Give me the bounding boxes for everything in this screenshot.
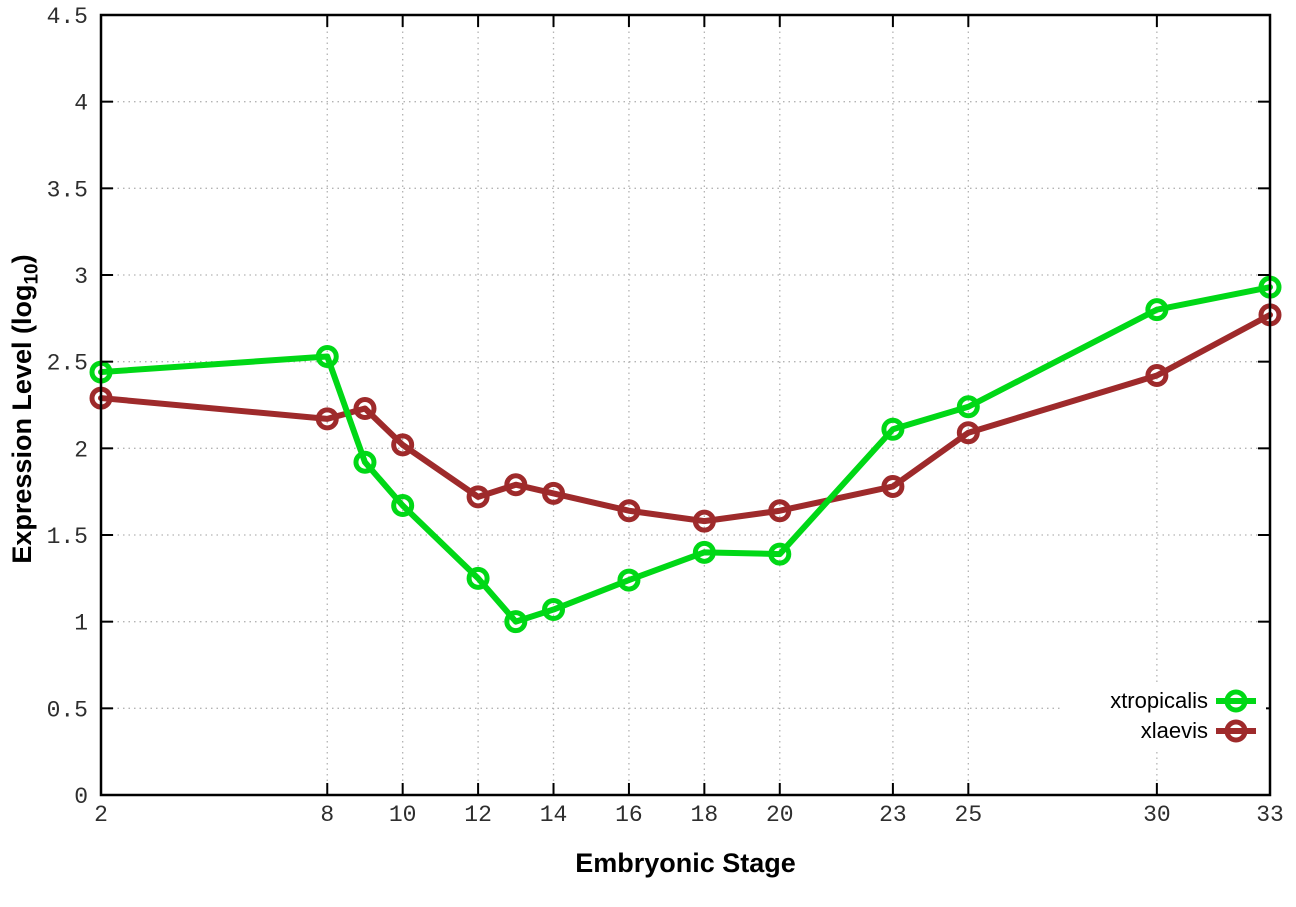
- data-point-xtropicalis: [542, 598, 566, 622]
- data-point-xtropicalis: [315, 344, 339, 368]
- data-point-xtropicalis: [768, 542, 792, 566]
- data-point-xtropicalis: [956, 395, 980, 419]
- data-point-xlaevis: [956, 421, 980, 445]
- y-axis-title-suffix: ): [7, 254, 37, 264]
- y-tick-label: 0: [74, 784, 88, 810]
- y-tick-label: 2.5: [47, 351, 88, 377]
- x-tick-label: 2: [94, 802, 108, 828]
- plot-border: [99, 13, 1272, 797]
- data-point-xtropicalis: [692, 540, 716, 564]
- x-tick-label: 33: [1256, 802, 1284, 828]
- y-tick-label: 0.5: [47, 697, 88, 723]
- legend-sample-marker-xlaevis: [1224, 719, 1248, 743]
- y-tick-label: 1.5: [47, 524, 88, 550]
- data-point-xtropicalis: [466, 566, 490, 590]
- data-point-xlaevis: [617, 499, 641, 523]
- data-point-xtropicalis: [617, 568, 641, 592]
- data-point-xtropicalis: [391, 494, 415, 518]
- data-point-xlaevis: [881, 474, 905, 498]
- y-tick-label: 2: [74, 437, 88, 463]
- data-point-xtropicalis: [881, 417, 905, 441]
- x-tick-label: 10: [389, 802, 417, 828]
- series-line-xlaevis: [98, 311, 1273, 525]
- legend-label-xtropicalis: xtropicalis: [1110, 688, 1208, 713]
- x-tick-label: 18: [691, 802, 719, 828]
- y-tick-label: 4: [74, 91, 88, 117]
- x-tick-label: 23: [879, 802, 907, 828]
- data-point-xlaevis: [504, 473, 528, 497]
- x-tick-label: 12: [464, 802, 492, 828]
- y-tick-label: 3.5: [47, 177, 88, 203]
- x-tick-label: 20: [766, 802, 794, 828]
- data-point-xtropicalis: [504, 610, 528, 634]
- y-axis-title-subscript: 10: [21, 263, 43, 285]
- data-point-xlaevis: [353, 396, 377, 420]
- y-tick-label: 4.5: [47, 4, 88, 30]
- data-point-xtropicalis: [353, 450, 377, 474]
- x-tick-label: 25: [955, 802, 983, 828]
- x-tick-label: 16: [615, 802, 643, 828]
- data-point-xlaevis: [692, 509, 716, 533]
- y-tick-label: 1: [74, 611, 88, 637]
- data-point-xlaevis: [466, 485, 490, 509]
- y-axis-title: Expression Level (log10): [7, 239, 43, 579]
- data-point-xlaevis: [1145, 364, 1169, 388]
- legend-sample-marker-xtropicalis: [1224, 689, 1248, 713]
- data-point-xlaevis: [391, 433, 415, 457]
- data-point-xlaevis: [315, 407, 339, 431]
- x-axis-title: Embryonic Stage: [575, 848, 796, 878]
- legend-label-xlaevis: xlaevis: [1141, 718, 1208, 743]
- series-line-xtropicalis: [98, 284, 1273, 625]
- x-tick-label: 30: [1143, 802, 1171, 828]
- y-tick-label: 3: [74, 264, 88, 290]
- data-point-xtropicalis: [1145, 298, 1169, 322]
- x-tick-label: 8: [320, 802, 334, 828]
- data-point-xlaevis: [768, 499, 792, 523]
- data-point-xlaevis: [542, 481, 566, 505]
- x-tick-label: 14: [540, 802, 568, 828]
- y-axis-title-prefix: Expression Level (log: [7, 284, 37, 564]
